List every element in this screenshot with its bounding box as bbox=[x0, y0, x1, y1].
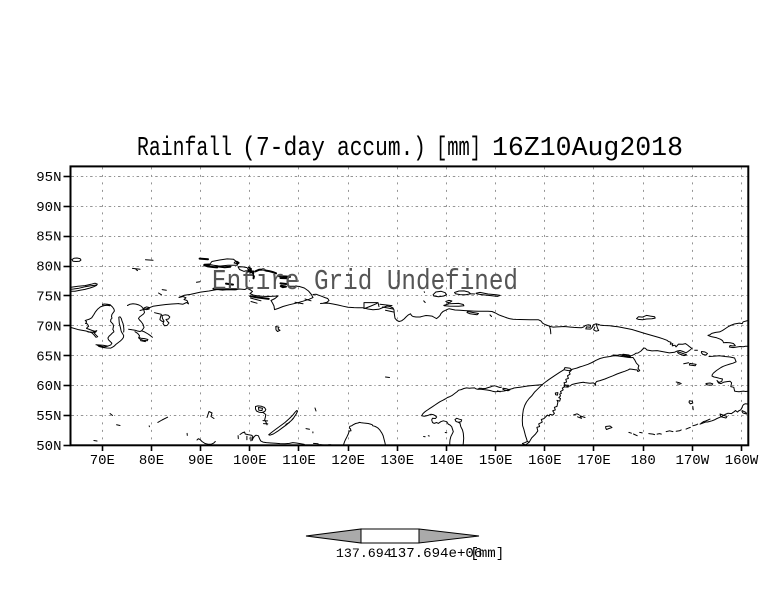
svg-text:70E: 70E bbox=[90, 453, 115, 469]
svg-text:80E: 80E bbox=[139, 453, 164, 469]
svg-text:160W: 160W bbox=[725, 453, 759, 469]
svg-text:150E: 150E bbox=[479, 453, 513, 469]
svg-text:120E: 120E bbox=[331, 453, 365, 469]
svg-text:95N: 95N bbox=[36, 170, 61, 186]
svg-text:[mm]: [mm] bbox=[436, 134, 481, 164]
svg-text:130E: 130E bbox=[380, 453, 414, 469]
svg-text:70N: 70N bbox=[36, 319, 61, 335]
svg-text:90E: 90E bbox=[188, 453, 213, 469]
svg-text:85N: 85N bbox=[36, 230, 61, 246]
svg-text:170W: 170W bbox=[675, 453, 709, 469]
svg-text:137.694e+06: 137.694e+06 bbox=[389, 546, 482, 562]
svg-text:Entire Grid Undefined: Entire Grid Undefined bbox=[212, 265, 518, 298]
svg-text:accum.): accum.) bbox=[337, 134, 426, 164]
svg-text:(7-day: (7-day bbox=[242, 134, 325, 164]
svg-text:55N: 55N bbox=[36, 409, 61, 425]
svg-text:60N: 60N bbox=[36, 379, 61, 395]
svg-text:50N: 50N bbox=[36, 439, 61, 455]
svg-text:80N: 80N bbox=[36, 260, 61, 276]
svg-text:110E: 110E bbox=[282, 453, 316, 469]
svg-text:137.694: 137.694 bbox=[336, 546, 392, 561]
svg-text:100E: 100E bbox=[233, 453, 267, 469]
svg-text:65N: 65N bbox=[36, 349, 61, 365]
svg-text:75N: 75N bbox=[36, 290, 61, 306]
svg-text:160E: 160E bbox=[528, 453, 562, 469]
svg-text:Rainfall: Rainfall bbox=[137, 134, 232, 164]
svg-text:170E: 170E bbox=[577, 453, 611, 469]
svg-text:90N: 90N bbox=[36, 200, 61, 216]
svg-text:[mm]: [mm] bbox=[470, 546, 504, 562]
svg-text:180: 180 bbox=[631, 453, 656, 469]
svg-text:16Z10Aug2018: 16Z10Aug2018 bbox=[492, 134, 683, 164]
svg-text:140E: 140E bbox=[430, 453, 464, 469]
